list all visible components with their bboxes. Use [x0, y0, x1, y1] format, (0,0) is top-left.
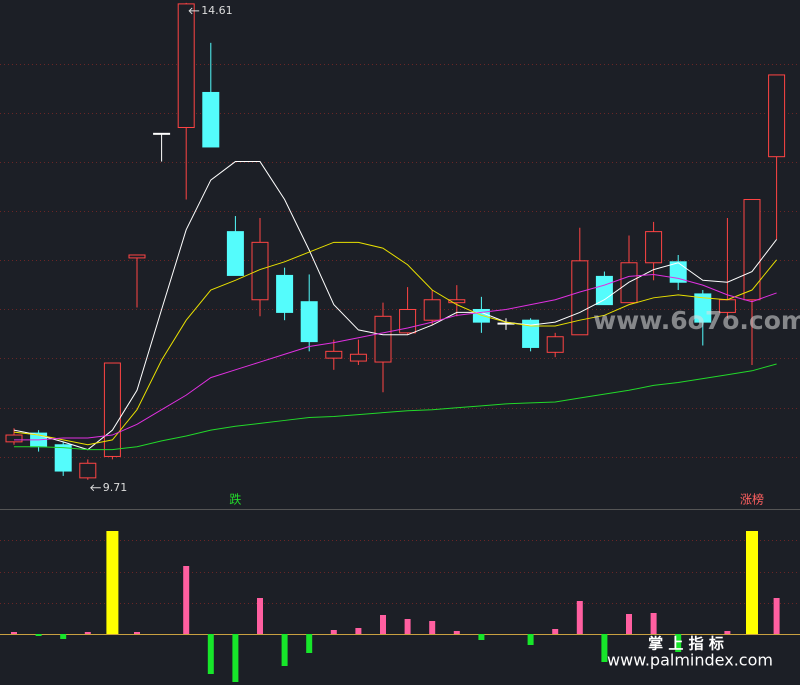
indicator-bar	[724, 631, 731, 634]
candle-body	[79, 462, 97, 479]
indicator-bar	[746, 531, 758, 634]
candle-body	[177, 3, 195, 128]
candle-body	[448, 299, 466, 304]
indicator-bar	[576, 601, 583, 634]
signal-label: 跌	[229, 492, 241, 507]
signal-label: 涨榜	[740, 492, 764, 507]
moving-average-line	[14, 273, 777, 441]
candle-body	[522, 319, 540, 348]
indicator-bar	[281, 634, 288, 666]
indicator-bar	[106, 531, 119, 634]
indicator-bar	[429, 621, 436, 634]
watermark: 掌 上 指 标	[648, 635, 724, 653]
indicator-bar	[453, 631, 460, 634]
indicator-bar	[84, 632, 91, 634]
candle-body	[276, 274, 294, 313]
candle-body	[743, 199, 761, 301]
extreme-label: 14.61	[201, 4, 233, 17]
candle-body	[300, 301, 318, 343]
extreme-label: 9.71	[103, 481, 128, 494]
indicator-bar	[232, 634, 239, 682]
candle-body	[5, 434, 23, 443]
indicator-bar	[35, 634, 42, 636]
candle-body	[325, 350, 343, 359]
indicator-bar	[601, 634, 608, 662]
indicator-bar	[330, 630, 337, 634]
candle-body	[202, 91, 220, 148]
indicator-bar	[626, 614, 632, 634]
indicator-bar	[675, 634, 682, 652]
moving-average-line	[13, 161, 777, 451]
candle-body	[128, 254, 146, 259]
indicator-bar	[183, 566, 190, 634]
indicator-bar	[134, 632, 140, 634]
annotation-arrow	[188, 7, 200, 15]
candle-body	[251, 241, 269, 301]
candle-body	[768, 74, 786, 158]
watermark: www.6o7o.com	[593, 306, 800, 335]
candle-body	[669, 261, 687, 283]
candle-body	[571, 260, 589, 336]
moving-average-line	[13, 241, 777, 446]
indicator-bar	[11, 632, 17, 634]
indicator-bar	[650, 613, 657, 634]
candle-body	[694, 293, 712, 323]
indicator-bar	[306, 634, 313, 653]
candle-body	[226, 231, 244, 276]
indicator-bar	[527, 634, 534, 645]
indicator-bar	[773, 598, 780, 634]
candle-body	[54, 444, 72, 472]
indicator-bar	[552, 629, 559, 634]
indicator-bar	[257, 598, 263, 634]
candle-body	[546, 336, 564, 353]
indicator-bar	[478, 634, 485, 640]
watermark: www.palmindex.com	[607, 651, 773, 670]
indicator-bar	[355, 628, 362, 634]
candle-body	[595, 275, 613, 306]
candle-body	[423, 299, 441, 321]
indicator-bar	[404, 619, 411, 634]
candle-body	[349, 353, 367, 362]
candle-body	[374, 315, 392, 363]
moving-average-line	[14, 363, 777, 451]
indicator-bar	[380, 615, 386, 634]
candle-body	[645, 231, 663, 264]
indicator-bar	[60, 634, 67, 639]
indicator-bar	[207, 634, 214, 674]
annotation-arrow	[90, 484, 101, 492]
candle-body	[153, 132, 171, 135]
candle-body	[103, 362, 121, 457]
